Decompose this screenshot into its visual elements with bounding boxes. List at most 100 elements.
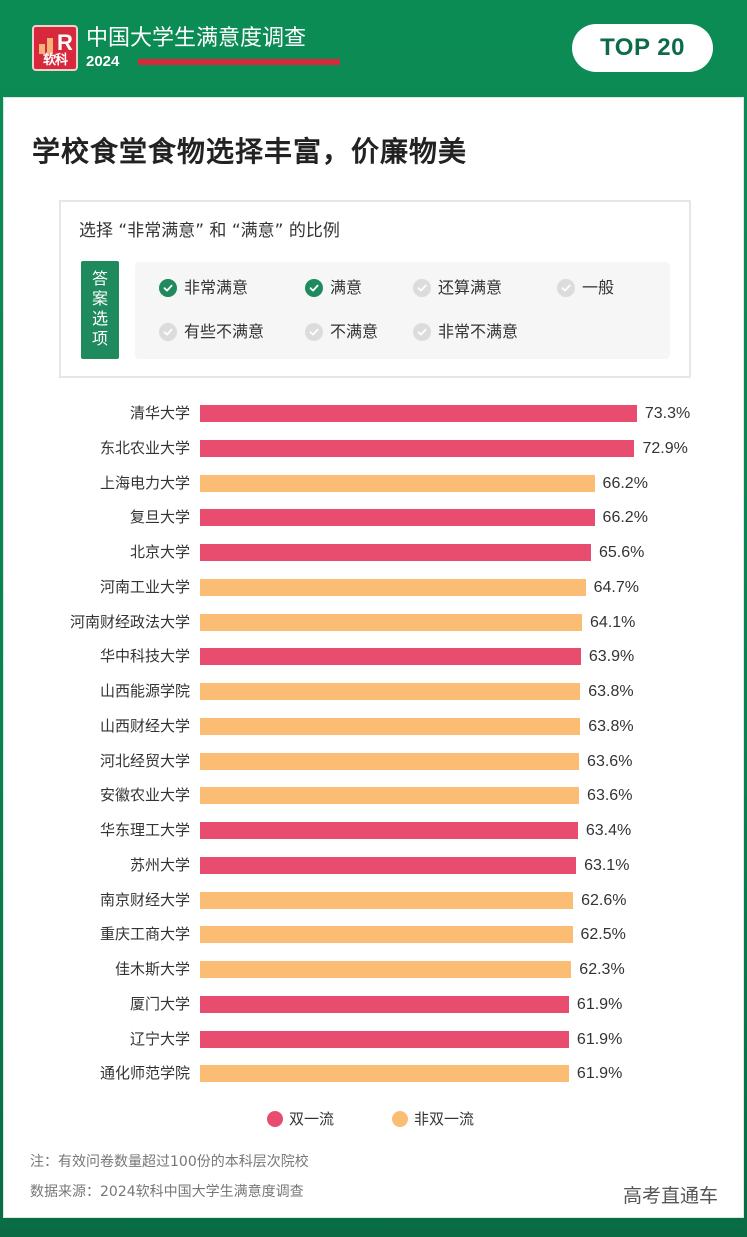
logo-bars-icon: R [39,32,73,54]
bar-row: 佳木斯大学 62.3% [4,960,745,978]
bar [200,509,595,527]
bar-label: 通化师范学院 [99,1064,190,1083]
bar [200,439,635,457]
bar-row: 上海电力大学 66.2% [4,473,745,492]
option-6: 不满意 [305,322,378,342]
bar [200,648,581,666]
bar-label: 南京财经大学 [99,890,190,909]
legend-item-double-first-class: 双一流 [267,1108,334,1129]
bar-row: 河北经贸大学 63.6% [4,751,745,770]
bar-row: 山西财经大学 63.8% [4,716,745,735]
bar [200,752,580,770]
bar [200,961,572,978]
check-circle-disabled-icon [159,323,177,341]
legend-dot-icon [392,1110,408,1127]
bar-value: 62.6% [581,891,627,909]
bar-row: 河南工业大学 64.7% [4,577,745,596]
check-circle-disabled-icon [305,323,323,341]
bar-value: 64.1% [590,613,636,631]
bar-value: 63.8% [588,717,634,735]
check-circle-icon [305,279,323,297]
bar-value: 61.9% [576,995,623,1013]
bar-label: 河北经贸大学 [99,751,190,770]
brand-year: 2024 [86,53,120,70]
check-circle-disabled-icon [557,279,575,297]
bar-value: 66.2% [602,474,648,492]
bar-value: 63.8% [588,683,634,700]
bar [200,578,586,596]
bar-label: 山西能源学院 [99,682,190,700]
bar [200,926,573,944]
bar-label: 苏州大学 [129,855,190,874]
bar-row: 东北农业大学 72.9% [4,438,745,457]
answer-options-tag: 答 案 选 项 [81,261,119,359]
option-4: 一般 [557,278,614,298]
page-title: 学校食堂食物选择丰富，价廉物美 [32,135,468,168]
bar-value: 62.3% [579,961,625,978]
bar-label: 华东理工大学 [99,821,190,839]
bar-row: 重庆工商大学 62.5% [4,925,745,944]
legend-dot-icon [267,1110,283,1127]
bar [200,1065,569,1083]
check-circle-disabled-icon [413,279,431,297]
logo-text: 软科 [42,53,68,68]
bar-row: 苏州大学 63.1% [4,855,745,874]
bar-row: 华中科技大学 63.9% [4,647,745,666]
header: R 软科 中国大学生满意度调查 2024 TOP 20 [0,0,747,97]
bar-label: 东北农业大学 [99,438,190,457]
bar [200,717,581,735]
bar [200,822,578,839]
bar [200,474,595,492]
option-3: 还算满意 [413,278,502,298]
bar [200,891,574,909]
bar-row: 南京财经大学 62.6% [4,890,745,909]
bar-value: 72.9% [642,439,688,457]
bar-value: 73.3% [644,405,691,422]
chart-legend: 双一流 非双一流 [4,1108,745,1132]
bar-row: 河南财经政法大学 64.1% [4,612,745,631]
check-circle-disabled-icon [413,323,431,341]
bar-row: 厦门大学 61.9% [4,994,745,1013]
options-grid: 非常满意 满意 还算满意 一般 有些不满意 不满意 非常不满意 [135,262,670,359]
options-heading: 选择 “非常满意” 和 “满意” 的比例 [79,221,340,241]
bar-row: 北京大学 65.6% [4,543,745,561]
option-5: 有些不满意 [159,322,264,342]
bar-row: 安徽农业大学 63.6% [4,786,745,805]
legend-item-non-double-first-class: 非双一流 [392,1108,474,1129]
bar-value: 63.1% [584,856,630,874]
bar [200,544,591,561]
bar-label: 厦门大学 [129,994,190,1013]
bar-value: 61.9% [576,1065,623,1083]
shanghairanking-logo: R 软科 [32,25,78,71]
bar-label: 重庆工商大学 [99,925,190,944]
bar-value: 65.6% [598,544,645,561]
bar-value: 66.2% [602,509,648,527]
option-2: 满意 [305,278,362,298]
footnote: 注：有效问卷数量超过100份的本科层次院校 [30,1154,309,1170]
bar-value: 63.9% [588,648,635,666]
bar-row: 山西能源学院 63.8% [4,682,745,700]
bar-label: 辽宁大学 [129,1029,190,1048]
bar-label: 清华大学 [129,404,190,422]
bar [200,613,583,631]
bar-value: 63.6% [587,787,633,805]
option-1: 非常满意 [159,278,248,298]
bar [200,683,581,700]
watermark: 高考直通车 [622,1185,718,1207]
bar [200,405,637,422]
brand-underline [138,59,340,65]
bar-label: 河南财经政法大学 [69,612,190,631]
bar-value: 61.9% [576,1030,623,1048]
data-source: 数据来源：2024软科中国大学生满意度调查 [30,1184,304,1200]
top-badge: TOP 20 [572,24,713,72]
bar-label: 安徽农业大学 [99,786,190,805]
bar-label: 上海电力大学 [99,473,190,492]
bar-row: 通化师范学院 61.9% [4,1064,745,1083]
bar [200,995,569,1013]
bar-label: 山西财经大学 [99,716,190,735]
bar-row: 复旦大学 66.2% [4,508,745,527]
content-panel: 学校食堂食物选择丰富，价廉物美 选择 “非常满意” 和 “满意” 的比例 答 案… [3,97,744,1218]
bar-label: 河南工业大学 [99,577,190,596]
bar-label: 复旦大学 [129,508,190,527]
bar-row: 华东理工大学 63.4% [4,821,745,839]
